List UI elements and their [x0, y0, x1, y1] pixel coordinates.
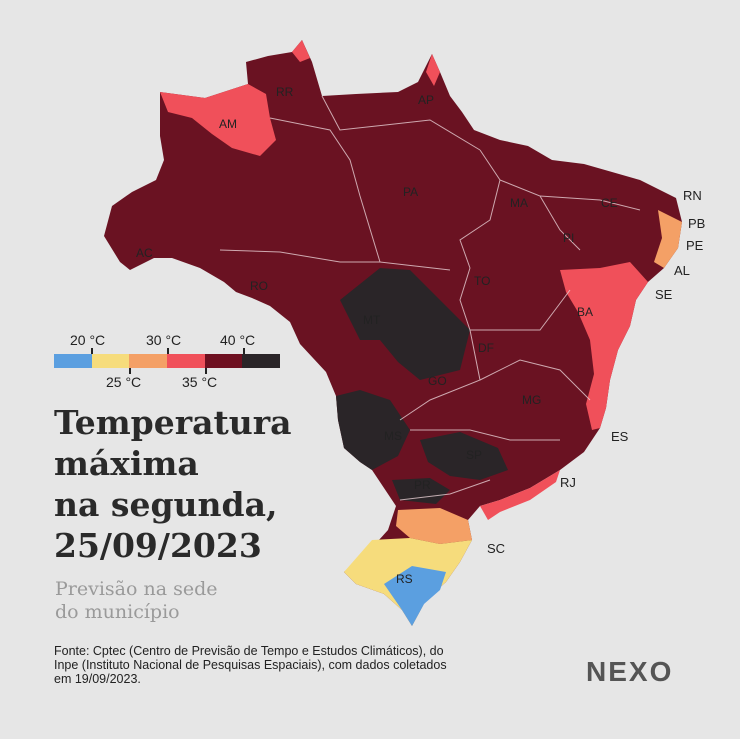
state-label-rj: RJ — [560, 475, 576, 490]
state-label-pr: PR — [414, 478, 431, 492]
sp-very-hot-region — [420, 432, 508, 480]
state-label-to: TO — [474, 274, 490, 288]
legend-tick — [129, 368, 131, 374]
page-title: Temperatura máxima na segunda, 25/09/202… — [54, 402, 344, 566]
legend-swatch — [167, 354, 205, 368]
state-label-al: AL — [674, 263, 690, 278]
pr-very-hot-region — [392, 478, 450, 504]
state-label-pa: PA — [403, 185, 418, 199]
temperature-legend: 20 °C 30 °C 40 °C 25 °C 35 °C — [54, 330, 282, 390]
legend-tick — [91, 348, 93, 354]
nexo-logo: NEXO — [586, 656, 674, 687]
state-label-sc: SC — [487, 541, 505, 556]
legend-swatch — [91, 354, 130, 368]
ms-very-hot-region — [336, 390, 410, 470]
state-label-pi: PI — [563, 231, 574, 245]
state-label-rn: RN — [683, 188, 702, 203]
rs-cool-region — [384, 566, 446, 626]
title-line: na segunda, — [54, 485, 278, 524]
legend-label-35: 35 °C — [182, 374, 218, 390]
subtitle-line: do município — [55, 601, 180, 623]
source-line: Fonte: Cptec (Centro de Previsão de Temp… — [54, 644, 444, 658]
source-line: Inpe (Instituto Nacional de Pesquisas Es… — [54, 658, 447, 672]
state-label-df: DF — [478, 341, 494, 355]
state-label-ma: MA — [510, 196, 528, 210]
rr-hot-region — [292, 40, 310, 62]
state-labels: RR AP AM PA MA CE AC PI TO RO MT BA DF G… — [136, 85, 618, 586]
legend-tick — [243, 348, 245, 354]
legend-label-25: 25 °C — [106, 374, 142, 390]
state-label-sp: SP — [466, 448, 482, 462]
sc-region — [396, 508, 472, 544]
ap-hot-region — [426, 54, 440, 86]
state-label-mg: MG — [522, 393, 541, 407]
state-label-ro: RO — [250, 279, 268, 293]
mt-very-hot-region — [340, 268, 470, 380]
state-label-ba: BA — [577, 305, 593, 319]
legend-tick — [167, 348, 169, 354]
legend-tick — [205, 368, 207, 374]
legend-swatch — [242, 354, 281, 368]
state-label-ce: CE — [601, 196, 618, 210]
legend-label-40: 40 °C — [220, 332, 256, 348]
southeast-hot-region — [480, 470, 560, 520]
legend-swatch — [204, 354, 243, 368]
northeast-hot-region — [560, 262, 648, 430]
state-label-pe: PE — [686, 238, 704, 253]
state-label-ms: MS — [384, 429, 402, 443]
state-label-ac: AC — [136, 246, 153, 260]
state-borders — [219, 95, 641, 501]
legend-swatch — [54, 354, 92, 368]
source-line: em 19/09/2023. — [54, 672, 141, 686]
state-label-pb: PB — [688, 216, 705, 231]
state-label-es: ES — [611, 429, 629, 444]
state-label-go: GO — [428, 374, 447, 388]
title-line: máxima — [54, 444, 199, 483]
state-label-mt: MT — [363, 313, 381, 327]
state-label-ap: AP — [418, 93, 434, 107]
source-note: Fonte: Cptec (Centro de Previsão de Temp… — [54, 644, 564, 686]
state-label-rs: RS — [396, 572, 413, 586]
state-label-se: SE — [655, 287, 673, 302]
title-line: Temperatura — [54, 403, 292, 442]
legend-swatch — [129, 354, 168, 368]
state-label-rr: RR — [276, 85, 294, 99]
legend-color-bar — [54, 354, 281, 368]
legend-label-30: 30 °C — [146, 332, 182, 348]
subtitle: Previsão na sede do município — [55, 578, 275, 624]
coast-warm-region — [654, 210, 682, 268]
subtitle-line: Previsão na sede — [55, 578, 218, 600]
am-hot-region — [160, 84, 276, 156]
state-label-am: AM — [219, 117, 237, 131]
legend-label-20: 20 °C — [70, 332, 106, 348]
outside-state-labels: RN PB PE AL SE ES RJ SC — [487, 188, 705, 556]
title-line: 25/09/2023 — [54, 526, 262, 565]
